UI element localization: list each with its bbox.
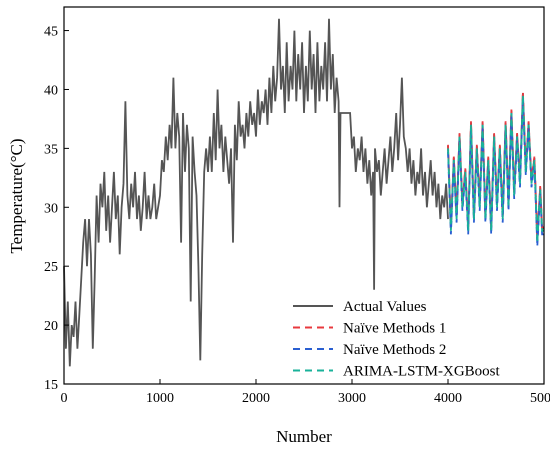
- legend-label-1: Naïve Methods 1: [343, 321, 446, 337]
- series-line-0: [63, 18, 449, 367]
- x-tick-label-4: 4000: [434, 391, 462, 406]
- ticks-layer: 0 1000 2000 3000 4000 5000 15 20 25 30 35 40 45: [44, 25, 550, 406]
- x-tick-label-2: 2000: [242, 391, 270, 406]
- legend-label-0: Actual Values: [343, 299, 427, 315]
- x-tick-label-0: 0: [61, 391, 68, 406]
- series-line-2: [447, 98, 544, 247]
- plot-frame: [63, 6, 545, 385]
- y-axis-title: Temperature(°C): [7, 138, 26, 253]
- y-tick-label-6: 45: [44, 25, 58, 40]
- x-axis-title: Number: [276, 427, 332, 446]
- y-tick-label-3: 30: [44, 201, 58, 216]
- legend: Actual Values Naïve Methods 1 Naïve Method…: [293, 299, 501, 380]
- y-tick-label-2: 25: [44, 260, 58, 275]
- series-line-3: [447, 95, 544, 243]
- x-tick-label-3: 3000: [338, 391, 366, 406]
- legend-label-3: ARIMA-LSTM-XGBoost: [343, 364, 501, 380]
- x-tick-label-5: 5000: [530, 391, 550, 406]
- y-tick-label-1: 20: [44, 319, 58, 334]
- y-tick-label-5: 40: [44, 83, 58, 98]
- y-tick-label-0: 15: [44, 378, 58, 393]
- legend-label-2: Naïve Methods 2: [343, 342, 446, 358]
- y-tick-label-4: 35: [44, 142, 58, 157]
- series-layer: [63, 18, 544, 367]
- x-tick-label-1: 1000: [146, 391, 174, 406]
